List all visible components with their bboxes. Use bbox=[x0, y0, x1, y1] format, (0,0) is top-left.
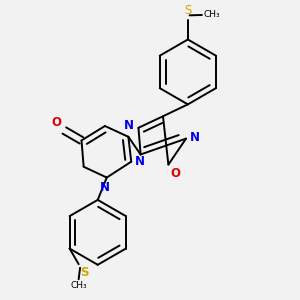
Text: S: S bbox=[184, 4, 191, 17]
Text: CH₃: CH₃ bbox=[70, 281, 87, 290]
Text: O: O bbox=[170, 167, 181, 181]
Text: N: N bbox=[100, 181, 110, 194]
Text: CH₃: CH₃ bbox=[204, 11, 220, 20]
Text: N: N bbox=[190, 131, 200, 144]
Text: N: N bbox=[124, 119, 134, 133]
Text: O: O bbox=[52, 116, 61, 129]
Text: N: N bbox=[135, 155, 145, 168]
Text: S: S bbox=[80, 266, 88, 279]
